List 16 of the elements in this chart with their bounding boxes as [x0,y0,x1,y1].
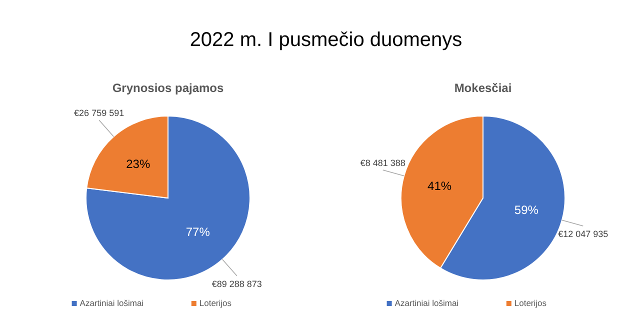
chart-title: Mokesčiai [454,81,512,95]
chart-title: Grynosios pajamos [112,81,224,95]
data-label: €89 288 873 [212,278,262,289]
legend-label: Loterijos [514,298,547,308]
text: 77% [186,224,210,239]
text: 23% [126,157,150,172]
pie-slice [86,116,250,280]
legend-label: Azartiniai lošimai [394,298,459,308]
text: 41% [428,178,452,193]
legend-label: Azartiniai lošimai [80,298,144,308]
text: 2022 m. I pusmečio duomenys [190,29,462,51]
data-label: €26 759 591 [74,108,124,118]
legend-label: Loterijos [199,298,232,308]
data-label: €8 481 388 [360,158,406,168]
text: 59% [514,203,538,218]
data-label: €12 047 935 [558,229,608,240]
